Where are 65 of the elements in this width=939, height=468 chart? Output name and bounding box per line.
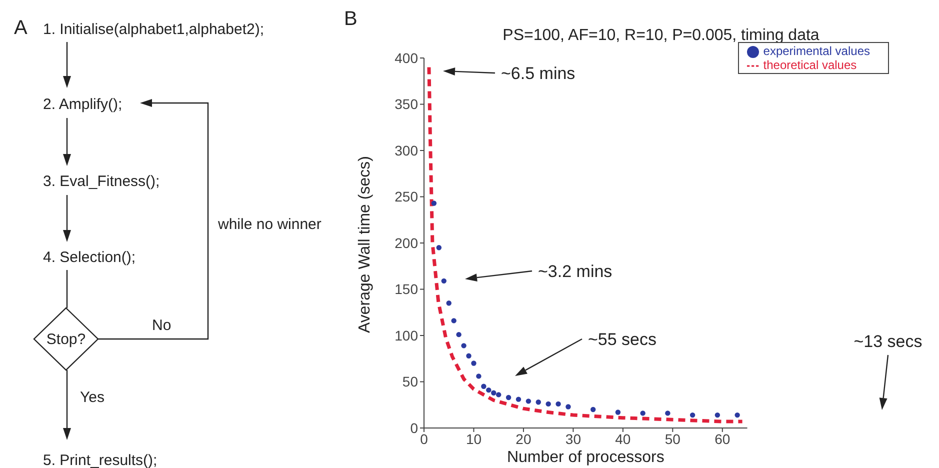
x-tick-label: 60: [714, 430, 730, 447]
point: [431, 200, 437, 206]
chart-title: PS=100, AF=10, R=10, P=0.005, timing data: [502, 27, 820, 45]
point: [471, 360, 476, 366]
point: [566, 404, 571, 410]
point: [546, 401, 551, 407]
point: [441, 278, 446, 284]
y-axis-title: Average Wall time (secs): [356, 156, 374, 333]
point: [476, 374, 482, 379]
point: [734, 412, 740, 418]
y-tick-label: 200: [394, 234, 418, 251]
text: 2. Amplify();: [43, 96, 122, 113]
line-series: [427, 66, 744, 424]
annotation: ~3.2 mins: [538, 262, 612, 281]
point: [451, 318, 456, 324]
x-axis-title: Number of processors: [506, 449, 664, 466]
point: [714, 412, 720, 418]
point: [590, 406, 596, 412]
y-tick-label: 50: [402, 374, 418, 390]
x-tick-label: 50: [664, 430, 681, 447]
annotation: ~6.5 mins: [501, 64, 576, 83]
text: 3. Eval_Fitness();: [43, 173, 160, 190]
x-tick-label: 40: [615, 430, 631, 447]
point: [615, 410, 621, 415]
y-tick-label: 350: [394, 96, 418, 112]
text: 1. Initialise(alphabet1,alphabet2);: [43, 21, 264, 38]
annotation: ~55 secs: [588, 330, 657, 349]
x-tick-label: 30: [565, 430, 582, 447]
point: [486, 387, 492, 393]
point: [516, 396, 522, 402]
point: [496, 392, 502, 398]
point: [456, 332, 462, 338]
y-tick-label: 100: [394, 327, 418, 344]
legend-label: experimental values: [763, 44, 870, 58]
y-tick-label: 300: [394, 142, 418, 158]
legend-label: theoretical values: [763, 58, 857, 72]
point: [556, 401, 561, 407]
text: Yes: [80, 389, 104, 406]
text: 4. Selection();: [43, 249, 136, 266]
text: Stop?: [46, 331, 86, 348]
point: [536, 400, 541, 405]
point: [461, 343, 466, 348]
text: while no winner: [217, 216, 322, 233]
text: 5. Print_results();: [43, 452, 158, 468]
point: [466, 353, 472, 358]
point: [436, 245, 442, 250]
x-tick-label: 10: [466, 430, 482, 447]
point: [665, 410, 670, 416]
point: [690, 412, 696, 418]
text: A: [14, 17, 28, 39]
point: [640, 410, 646, 416]
text: ~13 secs: [854, 332, 922, 351]
y-tick-label: 400: [394, 50, 418, 66]
x-tick-label: 0: [420, 430, 428, 447]
point: [481, 384, 486, 389]
point: [446, 300, 452, 306]
text: No: [152, 317, 172, 334]
y-tick-label: 0: [410, 420, 418, 436]
point: [526, 398, 532, 404]
x-tick-label: 20: [516, 430, 532, 447]
y-tick-label: 250: [394, 188, 418, 205]
point: [506, 394, 512, 400]
point: [491, 390, 496, 396]
y-tick-label: 150: [394, 281, 418, 298]
text: B: [344, 8, 358, 31]
